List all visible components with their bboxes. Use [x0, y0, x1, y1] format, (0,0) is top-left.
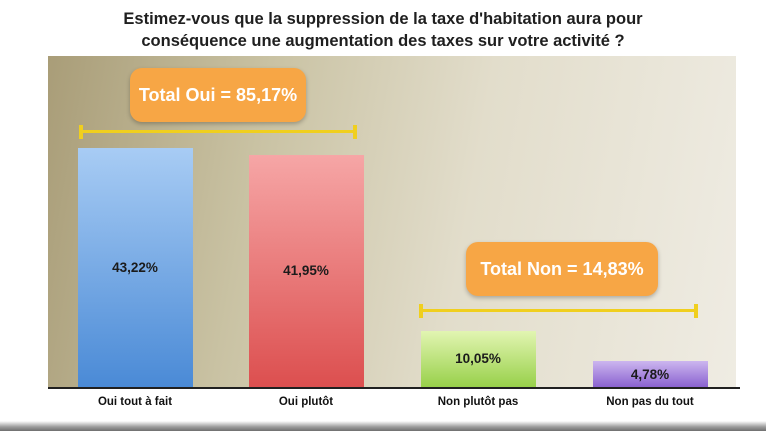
- bracket-tick-2-right: [694, 304, 698, 318]
- bar-value-label-3: 10,05%: [455, 351, 501, 366]
- bracket-tick-1-left: [79, 125, 83, 139]
- x-tick-label-2: Oui plutôt: [278, 396, 334, 408]
- total-callout-2: Total Non = 14,83%: [466, 242, 658, 296]
- bar-value-label-4: 4,78%: [630, 367, 670, 382]
- x-tick-label-4: Non pas du tout: [606, 396, 694, 408]
- chart-title: Estimez-vous que la suppression de la ta…: [0, 8, 766, 52]
- total-callout-1: Total Oui = 85,17%: [130, 68, 306, 122]
- bar-3: [420, 331, 536, 387]
- bracket-tick-1-right: [353, 125, 357, 139]
- x-tick-label-1: Oui tout à fait: [97, 396, 173, 408]
- x-axis-baseline: [48, 387, 740, 389]
- bar-2: [248, 155, 364, 387]
- chart-title-line-2: conséquence une augmentation des taxes s…: [141, 32, 625, 50]
- bar-1: [77, 148, 193, 387]
- bar-value-label-1: 43,22%: [112, 259, 158, 275]
- x-tick-label-3: Non plutôt pas: [437, 396, 519, 408]
- bracket-line-2: [420, 309, 697, 312]
- bar-value-label-2: 41,95%: [283, 263, 329, 278]
- bracket-tick-2-left: [419, 304, 423, 318]
- bracket-line-1: [80, 130, 356, 133]
- bar-4: [592, 361, 708, 387]
- chart-title-line-1: Estimez-vous que la suppression de la ta…: [123, 10, 643, 28]
- frame-bottom-shadow: [0, 421, 766, 431]
